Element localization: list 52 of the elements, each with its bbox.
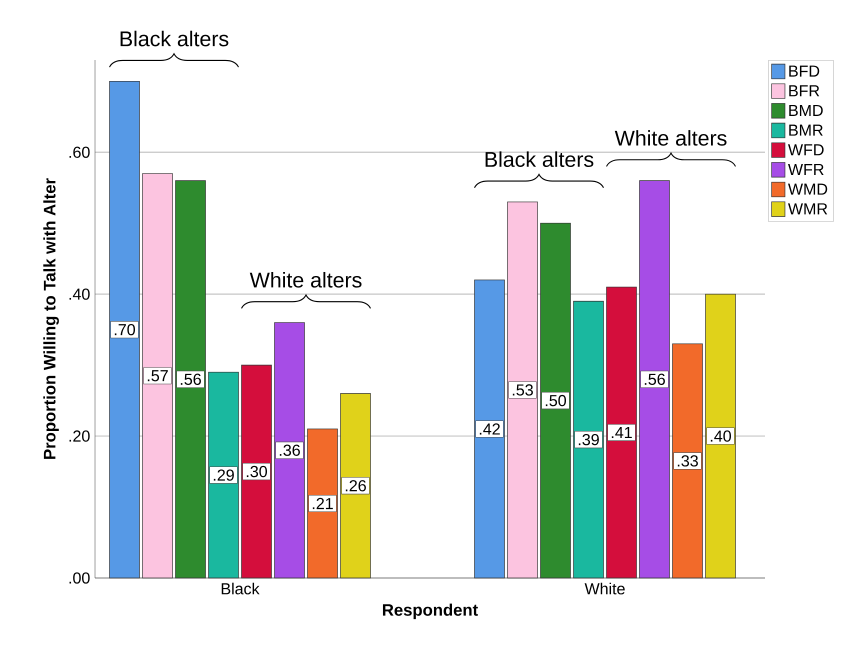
bar bbox=[474, 280, 505, 578]
y-axis-title: Proportion Willing to Talk with Alter bbox=[43, 178, 59, 459]
data-label: .50 bbox=[546, 394, 566, 406]
legend-label: BMR bbox=[789, 124, 823, 136]
bar bbox=[573, 300, 604, 578]
bar bbox=[241, 364, 272, 578]
legend-label: WFD bbox=[788, 144, 824, 156]
bar bbox=[109, 80, 140, 578]
data-label: .57 bbox=[148, 370, 168, 382]
bar bbox=[274, 322, 305, 578]
bar bbox=[507, 202, 538, 578]
bar bbox=[307, 428, 338, 578]
legend-label: BMD bbox=[789, 104, 823, 116]
legend-label: BFD bbox=[789, 66, 820, 77]
bar bbox=[142, 173, 173, 578]
y-tick-label: .20 bbox=[70, 430, 90, 442]
bar bbox=[672, 343, 703, 578]
annotation: White alters bbox=[614, 130, 727, 146]
data-label: .36 bbox=[280, 444, 300, 456]
bar bbox=[540, 222, 571, 578]
legend-label: WMD bbox=[788, 184, 828, 195]
x-axis-title: Respondent bbox=[382, 604, 478, 620]
y-tick-label: .60 bbox=[70, 146, 90, 158]
data-label: .33 bbox=[678, 455, 698, 467]
data-label: .56 bbox=[180, 374, 201, 385]
bar bbox=[340, 393, 371, 578]
legend-label: WMR bbox=[788, 203, 828, 214]
data-label: .40 bbox=[710, 430, 732, 442]
x-tick-label: White bbox=[584, 582, 625, 594]
text: Black alters bbox=[120, 30, 228, 46]
bar bbox=[606, 286, 637, 578]
data-label: .26 bbox=[346, 480, 366, 492]
bar bbox=[705, 294, 736, 578]
data-label: .42 bbox=[480, 423, 500, 435]
data-label: .56 bbox=[644, 374, 665, 385]
data-label: .41 bbox=[612, 427, 632, 438]
legend-label: BFR bbox=[789, 85, 820, 96]
data-label: .70 bbox=[114, 324, 136, 336]
annotation: White alters bbox=[250, 272, 362, 288]
data-label: .30 bbox=[246, 466, 268, 478]
annotation: Black alters bbox=[486, 151, 594, 168]
bar bbox=[175, 180, 206, 578]
y-tick-label: .00 bbox=[70, 572, 90, 584]
data-label: .29 bbox=[214, 469, 234, 481]
data-label: .53 bbox=[512, 384, 533, 396]
bar bbox=[639, 180, 670, 578]
x-tick-label: Black bbox=[222, 582, 260, 594]
bar bbox=[208, 372, 239, 578]
legend-label: WFR bbox=[788, 164, 824, 175]
y-tick-label: .40 bbox=[70, 288, 90, 300]
data-label: .21 bbox=[312, 498, 333, 510]
data-label: .39 bbox=[578, 434, 599, 446]
